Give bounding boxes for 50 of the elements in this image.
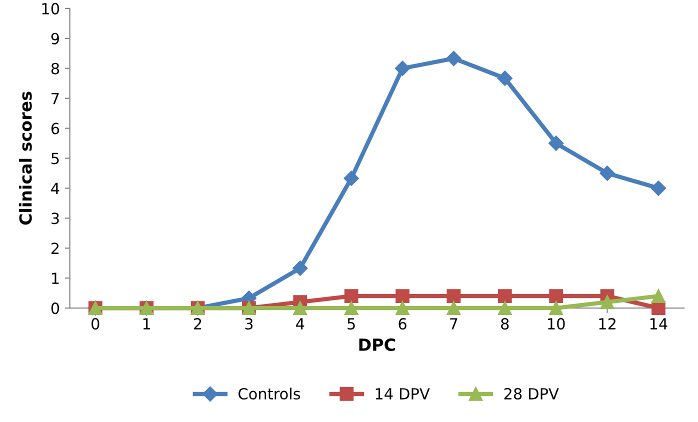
y-tick-label: 0 bbox=[51, 302, 60, 314]
point bbox=[446, 50, 462, 66]
x-tick-label: 4 bbox=[296, 318, 304, 330]
x-tick-label: 6 bbox=[398, 318, 406, 330]
x-tick-label: 7 bbox=[450, 318, 458, 330]
point bbox=[396, 289, 410, 304]
point bbox=[498, 289, 512, 304]
point bbox=[394, 60, 410, 76]
y-axis-title: Clinical scores bbox=[18, 92, 32, 225]
y-tick-label: 8 bbox=[51, 62, 60, 74]
point bbox=[549, 301, 564, 316]
x-axis-title: DPC bbox=[359, 338, 395, 352]
point bbox=[652, 289, 666, 304]
y-tick-label: 10 bbox=[42, 2, 60, 14]
x-tick-label: 14 bbox=[650, 318, 668, 330]
y-tick-label: 3 bbox=[52, 212, 59, 224]
legend-label: 14 DPV bbox=[376, 388, 430, 400]
y-tick-label: 5 bbox=[52, 152, 59, 164]
y-tick-label: 7 bbox=[52, 92, 59, 104]
y-tick-label: 9 bbox=[51, 32, 60, 44]
x-tick-label: 2 bbox=[194, 318, 202, 330]
x-tick-label: 10 bbox=[548, 318, 565, 330]
x-tick-label: 0 bbox=[92, 318, 100, 330]
x-tick-label: 12 bbox=[599, 318, 616, 330]
point bbox=[293, 301, 308, 316]
point bbox=[600, 295, 614, 310]
y-tick-label: 2 bbox=[51, 242, 59, 254]
x-tick-label: 1 bbox=[143, 318, 150, 330]
y-tick-label: 6 bbox=[51, 122, 60, 134]
x-tick-label: 3 bbox=[245, 318, 253, 330]
point bbox=[652, 301, 666, 316]
point bbox=[344, 289, 358, 304]
y-tick-label: 4 bbox=[51, 182, 60, 194]
point bbox=[548, 136, 564, 151]
point bbox=[396, 301, 410, 316]
point bbox=[498, 301, 512, 316]
legend-label: Controls bbox=[238, 388, 300, 400]
point bbox=[497, 70, 512, 86]
y-tick-label: 1 bbox=[52, 272, 59, 284]
point bbox=[600, 166, 615, 181]
point bbox=[344, 301, 358, 316]
point bbox=[446, 301, 461, 316]
x-tick-label: 5 bbox=[348, 318, 355, 330]
point bbox=[549, 289, 564, 304]
x-tick-label: 8 bbox=[501, 318, 509, 330]
point bbox=[446, 289, 461, 304]
legend-label: 28 DPV bbox=[504, 388, 559, 400]
point bbox=[650, 180, 666, 196]
point bbox=[292, 260, 308, 276]
point bbox=[344, 170, 359, 186]
